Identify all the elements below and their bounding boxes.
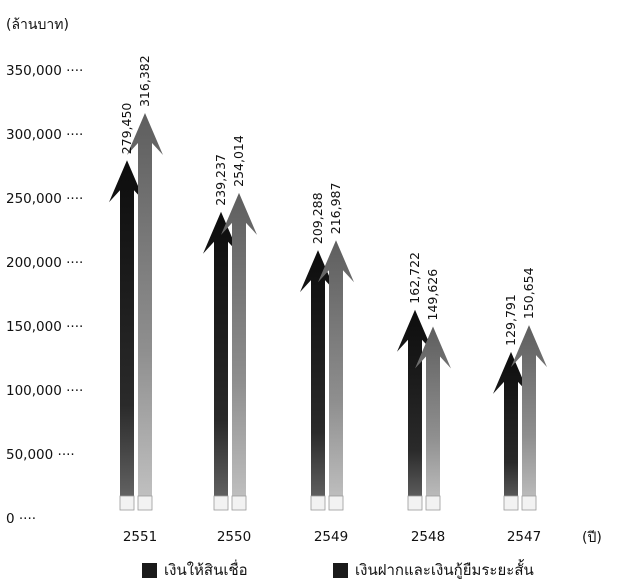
x-tick-label: 2549 <box>314 529 348 545</box>
legend-item-deposits: เงินฝากและเงินกู้ยืมระยะสั้น <box>333 558 534 582</box>
bar-base <box>213 495 229 511</box>
legend-swatch-loans <box>142 562 157 578</box>
bar-base <box>231 495 247 511</box>
value-label: 149,626 <box>425 269 440 321</box>
value-label: 129,791 <box>503 294 518 346</box>
bar-loans-2551 <box>109 160 145 510</box>
y-tick-label: 100,000 ···· <box>6 383 83 399</box>
bar-base <box>407 495 423 511</box>
bar-base <box>137 495 153 511</box>
y-tick-label: 350,000 ···· <box>6 63 83 79</box>
value-label: 216,987 <box>328 183 343 235</box>
x-tick-label: 2547 <box>507 529 541 545</box>
y-tick-label: 300,000 ···· <box>6 127 83 143</box>
bar-deposits-2547 <box>511 325 547 510</box>
value-label: 239,237 <box>213 154 228 206</box>
bar-base <box>425 495 441 511</box>
legend-label-deposits: เงินฝากและเงินกู้ยืมระยะสั้น <box>355 561 534 579</box>
y-tick-label: 250,000 ···· <box>6 191 83 207</box>
y-tick-label: 50,000 ···· <box>6 447 75 463</box>
x-tick-label: 2548 <box>411 529 445 545</box>
bar-base <box>310 495 326 511</box>
value-label: 316,382 <box>137 55 152 107</box>
bar-base <box>119 495 135 511</box>
bar-base <box>521 495 537 511</box>
bar-deposits-2550 <box>221 192 257 511</box>
legend-label-loans: เงินให้สินเชื่อ <box>164 561 248 579</box>
value-label: 162,722 <box>407 252 422 304</box>
bar-deposits-2549 <box>318 240 354 510</box>
y-axis: 0 ···· 50,000 ···· 100,000 ···· 150,000 ···… <box>6 63 83 527</box>
bar-loans-2547 <box>493 351 529 510</box>
bar-base <box>328 495 344 511</box>
x-tick-label: 2551 <box>123 529 157 545</box>
bar-loans-2550 <box>203 211 239 510</box>
bar-loans-2548 <box>397 309 433 510</box>
value-label: 209,288 <box>310 192 325 244</box>
y-tick-label: 0 ···· <box>6 511 36 527</box>
x-axis-unit-label: (ปี) <box>582 530 602 546</box>
bar-loans-2549 <box>300 250 336 510</box>
bar-deposits-2551 <box>127 113 163 510</box>
bar-deposits-2548 <box>415 326 451 510</box>
y-axis-unit-label: (ล้านบาท) <box>6 17 69 33</box>
bars <box>109 113 547 511</box>
y-tick-label: 200,000 ···· <box>6 255 83 271</box>
y-tick-label: 150,000 ···· <box>6 319 83 335</box>
value-label: 150,654 <box>521 267 536 319</box>
value-label: 254,014 <box>231 135 246 187</box>
legend-swatch-deposits <box>333 562 348 578</box>
x-axis: 2551 2550 2549 2548 2547 <box>123 529 541 545</box>
value-label: 279,450 <box>119 103 134 155</box>
legend-item-loans: เงินให้สินเชื่อ <box>142 558 248 582</box>
bar-base <box>503 495 519 511</box>
x-tick-label: 2550 <box>217 529 251 545</box>
